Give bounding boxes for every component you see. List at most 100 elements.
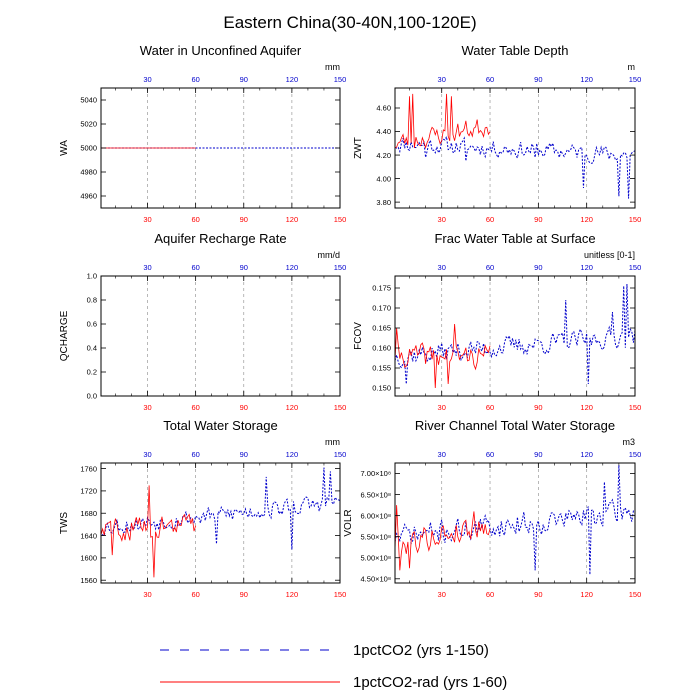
y-tick-label: 0.165: [372, 324, 391, 333]
unit-label: m3: [622, 437, 635, 447]
y-tick-label: 3.80: [376, 198, 391, 207]
unit-label: mm: [325, 437, 340, 447]
x-tick-label-top: 90: [534, 450, 542, 459]
panel-title: River Channel Total Water Storage: [415, 418, 615, 433]
x-tick-label-top: 30: [438, 263, 446, 272]
series-line-rad: [394, 93, 491, 149]
x-tick-label: 60: [486, 403, 494, 412]
y-tick-label: 0.6: [87, 320, 97, 329]
x-tick-label-top: 120: [580, 75, 593, 84]
y-axis-label: QCHARGE: [59, 310, 70, 361]
x-tick-label-top: 30: [143, 263, 151, 272]
y-tick-label: 4.40: [376, 127, 391, 136]
panel-title: Frac Water Table at Surface: [434, 231, 595, 246]
y-tick-label: 1.0: [87, 272, 97, 281]
x-tick-label: 150: [334, 403, 347, 412]
x-tick-label: 60: [191, 590, 199, 599]
x-tick-label-top: 150: [629, 75, 642, 84]
y-axis-label: ZWT: [353, 137, 364, 159]
x-tick-label-top: 90: [534, 75, 542, 84]
x-tick-label: 150: [334, 590, 347, 599]
panels: Water in Unconfined Aquifer mm WA 30 30 60 60 9…: [59, 43, 641, 599]
series-line-rad: [394, 505, 491, 571]
y-tick-label: 4960: [80, 192, 97, 201]
x-tick-label-top: 60: [191, 75, 199, 84]
x-tick-label-top: 30: [143, 75, 151, 84]
y-tick-label: 7.00×10⁸: [361, 469, 391, 478]
x-tick-label: 120: [580, 590, 593, 599]
plot-frame: [394, 275, 636, 397]
x-tick-label: 90: [240, 590, 248, 599]
x-tick-label: 150: [334, 215, 347, 224]
x-tick-label-top: 60: [191, 450, 199, 459]
y-tick-label: 0.175: [372, 284, 391, 293]
panel-title: Aquifer Recharge Rate: [154, 231, 286, 246]
x-tick-label: 60: [486, 590, 494, 599]
y-tick-label: 1760: [80, 464, 97, 473]
x-tick-label: 60: [486, 215, 494, 224]
plot-frame: [394, 87, 636, 209]
x-tick-label: 120: [580, 215, 593, 224]
figure-title: Eastern China(30-40N,100-120E): [223, 13, 476, 32]
x-tick-label: 150: [629, 215, 642, 224]
x-tick-label-top: 120: [286, 75, 299, 84]
x-tick-label: 90: [534, 590, 542, 599]
y-tick-label: 1680: [80, 509, 97, 518]
legend: 1pctCO2 (yrs 1-150) 1pctCO2-rad (yrs 1-60…: [160, 642, 507, 691]
x-tick-label: 150: [629, 590, 642, 599]
x-tick-label: 90: [240, 215, 248, 224]
panel-qcharge: Aquifer Recharge Rate mm/d QCHARGE 30 30 60 60…: [59, 231, 346, 412]
x-tick-label: 30: [438, 590, 446, 599]
x-tick-label-top: 30: [143, 450, 151, 459]
panel-title: Water Table Depth: [462, 43, 569, 58]
x-tick-label: 120: [580, 403, 593, 412]
series-line-rad: [100, 485, 197, 578]
panel-title: Water in Unconfined Aquifer: [140, 43, 302, 58]
y-tick-label: 1560: [80, 576, 97, 585]
y-tick-label: 4980: [80, 168, 97, 177]
x-tick-label-top: 60: [486, 263, 494, 272]
y-tick-label: 0.4: [87, 344, 97, 353]
plot-frame: [394, 462, 636, 584]
x-tick-label: 90: [534, 215, 542, 224]
unit-label: mm/d: [318, 250, 341, 260]
x-tick-label-top: 150: [334, 450, 347, 459]
x-tick-label-top: 150: [629, 450, 642, 459]
y-tick-label: 5000: [80, 144, 97, 153]
unit-label: unitless [0-1]: [584, 250, 635, 260]
y-tick-label: 1640: [80, 531, 97, 540]
panel-voltr: River Channel Total Water Storage m3 VOLR 3…: [343, 418, 641, 599]
y-tick-label: 0.0: [87, 392, 97, 401]
x-tick-label: 30: [143, 590, 151, 599]
y-tick-label: 0.160: [372, 344, 391, 353]
y-tick-label: 1720: [80, 487, 97, 496]
x-tick-label-top: 30: [438, 75, 446, 84]
panel-tws: Total Water Storage mm TWS 30 30 60 60 90 90 120 1…: [59, 418, 346, 599]
panel-title: Total Water Storage: [163, 418, 277, 433]
x-tick-label-top: 150: [334, 75, 347, 84]
y-tick-label: 6.50×10⁸: [361, 490, 391, 499]
legend-label-ctrl: 1pctCO2 (yrs 1-150): [353, 642, 489, 659]
x-tick-label-top: 90: [240, 263, 248, 272]
series-line-ctrl: [394, 134, 636, 199]
unit-label: mm: [325, 62, 340, 72]
y-tick-label: 0.8: [87, 296, 97, 305]
x-tick-label-top: 60: [191, 263, 199, 272]
y-tick-label: 0.150: [372, 384, 391, 393]
x-tick-label-top: 120: [580, 450, 593, 459]
x-tick-label-top: 120: [580, 263, 593, 272]
panel-fcov: Frac Water Table at Surface unitless [0-1…: [353, 231, 641, 412]
y-tick-label: 1600: [80, 554, 97, 563]
x-tick-label: 60: [191, 403, 199, 412]
x-tick-label: 90: [240, 403, 248, 412]
series-line-rad: [394, 323, 491, 389]
y-tick-label: 6.00×10⁸: [361, 511, 391, 520]
x-tick-label-top: 150: [334, 263, 347, 272]
y-axis-label: TWS: [59, 512, 70, 535]
x-tick-label: 90: [534, 403, 542, 412]
y-axis-label: FCOV: [353, 322, 364, 350]
x-tick-label-top: 90: [240, 450, 248, 459]
y-tick-label: 0.2: [87, 368, 97, 377]
unit-label: m: [628, 62, 636, 72]
x-tick-label-top: 120: [286, 263, 299, 272]
